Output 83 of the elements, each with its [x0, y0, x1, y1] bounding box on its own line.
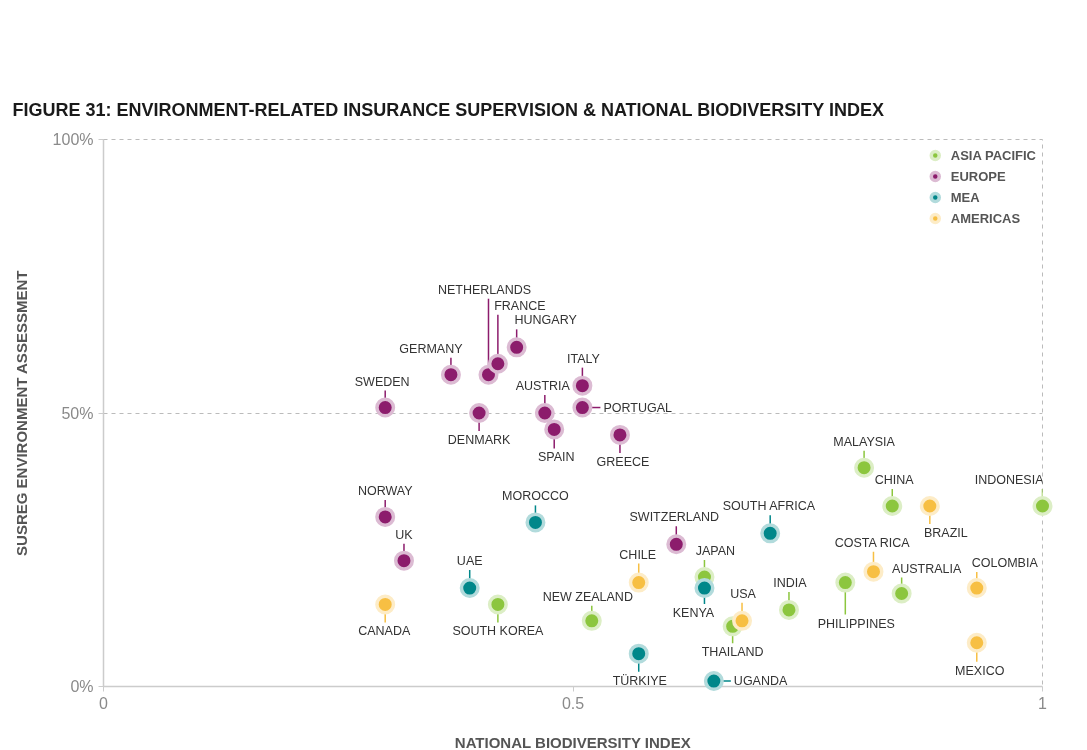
- annotation: USA: [730, 586, 757, 601]
- point: [525, 512, 546, 533]
- point: [393, 550, 414, 571]
- annotation: NEW ZEALAND: [542, 589, 633, 604]
- annotation: UK: [395, 527, 414, 542]
- annotation: MOROCCO: [502, 489, 570, 504]
- annotation: SPAIN: [537, 450, 575, 465]
- y-tick-label: 100%: [52, 131, 94, 148]
- point: [966, 632, 987, 653]
- point: [375, 594, 396, 615]
- legend-label: AMERICAS: [950, 210, 1021, 226]
- y-axis-title: SUSREG ENVIRONMENT ASSESSMENT: [12, 270, 30, 556]
- annotation: UGANDA: [733, 674, 788, 689]
- annotation: INDIA: [773, 575, 808, 590]
- point: [581, 610, 602, 631]
- point: [572, 375, 593, 396]
- x-tick-label: 0.5: [561, 694, 585, 712]
- point: [609, 424, 630, 445]
- point: [732, 610, 753, 631]
- annotation: COSTA RICA: [834, 535, 911, 550]
- y-tick-label: 0%: [70, 678, 94, 695]
- annotation: NETHERLANDS: [437, 282, 532, 297]
- annotation: JAPAN: [695, 544, 736, 559]
- annotation: MALAYSIA: [833, 434, 896, 449]
- annotation: GERMANY: [399, 341, 464, 356]
- point: [440, 364, 461, 385]
- annotation: DENMARK: [447, 433, 512, 447]
- annotation: GREECE: [596, 454, 650, 469]
- point: [891, 583, 912, 604]
- annotation: AUSTRIA: [515, 379, 571, 393]
- point: [375, 397, 396, 418]
- point: [863, 561, 884, 582]
- annotation: ITALY: [566, 351, 601, 366]
- y-tick-label: 50%: [61, 404, 94, 422]
- annotation: MEXICO: [955, 663, 1005, 678]
- point: [628, 572, 649, 593]
- annotation: CHINA: [874, 472, 915, 487]
- point: [459, 578, 480, 599]
- point: [778, 599, 799, 620]
- annotation: KENYA: [672, 606, 715, 621]
- annotation: AUSTRALIA: [891, 561, 963, 576]
- annotation: THAILAND: [701, 645, 764, 660]
- point: [375, 506, 396, 527]
- legend-label: ASIA PACIFIC: [950, 147, 1036, 163]
- annotation: CHILE: [619, 547, 657, 562]
- annotation: SOUTH KOREA: [452, 624, 545, 639]
- point: [854, 457, 875, 478]
- point: [534, 403, 555, 423]
- point: [666, 534, 687, 555]
- annotation: UAE: [456, 554, 483, 569]
- chart-title: FIGURE 31: ENVIRONMENT-RELATED INSURANCE SUPERVISION & NATIONAL BIODIVERSITY INDEX: [12, 99, 884, 120]
- point: [469, 403, 490, 423]
- point: [919, 496, 940, 516]
- point: [572, 397, 593, 418]
- point: [835, 572, 856, 593]
- legend-label: MEA: [950, 189, 980, 205]
- point: [487, 353, 508, 374]
- point: [694, 578, 715, 599]
- annotation: CANADA: [358, 624, 411, 639]
- point: [544, 419, 565, 440]
- annotation: SOUTH AFRICA: [722, 499, 816, 514]
- x-tick-label: 1: [1038, 694, 1048, 712]
- annotation: NORWAY: [357, 483, 414, 498]
- annotation: SWEDEN: [354, 374, 410, 389]
- annotation: FRANCE: [494, 298, 546, 313]
- point: [628, 643, 649, 664]
- annotation: PORTUGAL: [603, 400, 672, 415]
- point: [506, 337, 527, 358]
- x-axis-title: NATIONAL BIODIVERSITY INDEX: [454, 733, 691, 750]
- legend-label: EUROPE: [950, 168, 1006, 184]
- x-tick-label: 0: [99, 694, 109, 712]
- point: [703, 671, 724, 692]
- annotation: HUNGARY: [514, 313, 578, 328]
- point: [760, 523, 781, 544]
- point: [1032, 496, 1053, 516]
- point: [882, 496, 903, 516]
- annotation: PHILIPPINES: [817, 616, 895, 631]
- annotation: COLOMBIA: [971, 556, 1039, 571]
- annotation: TÜRKIYE: [612, 673, 667, 688]
- point: [966, 578, 987, 599]
- annotation: BRAZIL: [923, 525, 968, 540]
- point: [487, 594, 508, 615]
- annotation: SWITZERLAND: [629, 510, 720, 525]
